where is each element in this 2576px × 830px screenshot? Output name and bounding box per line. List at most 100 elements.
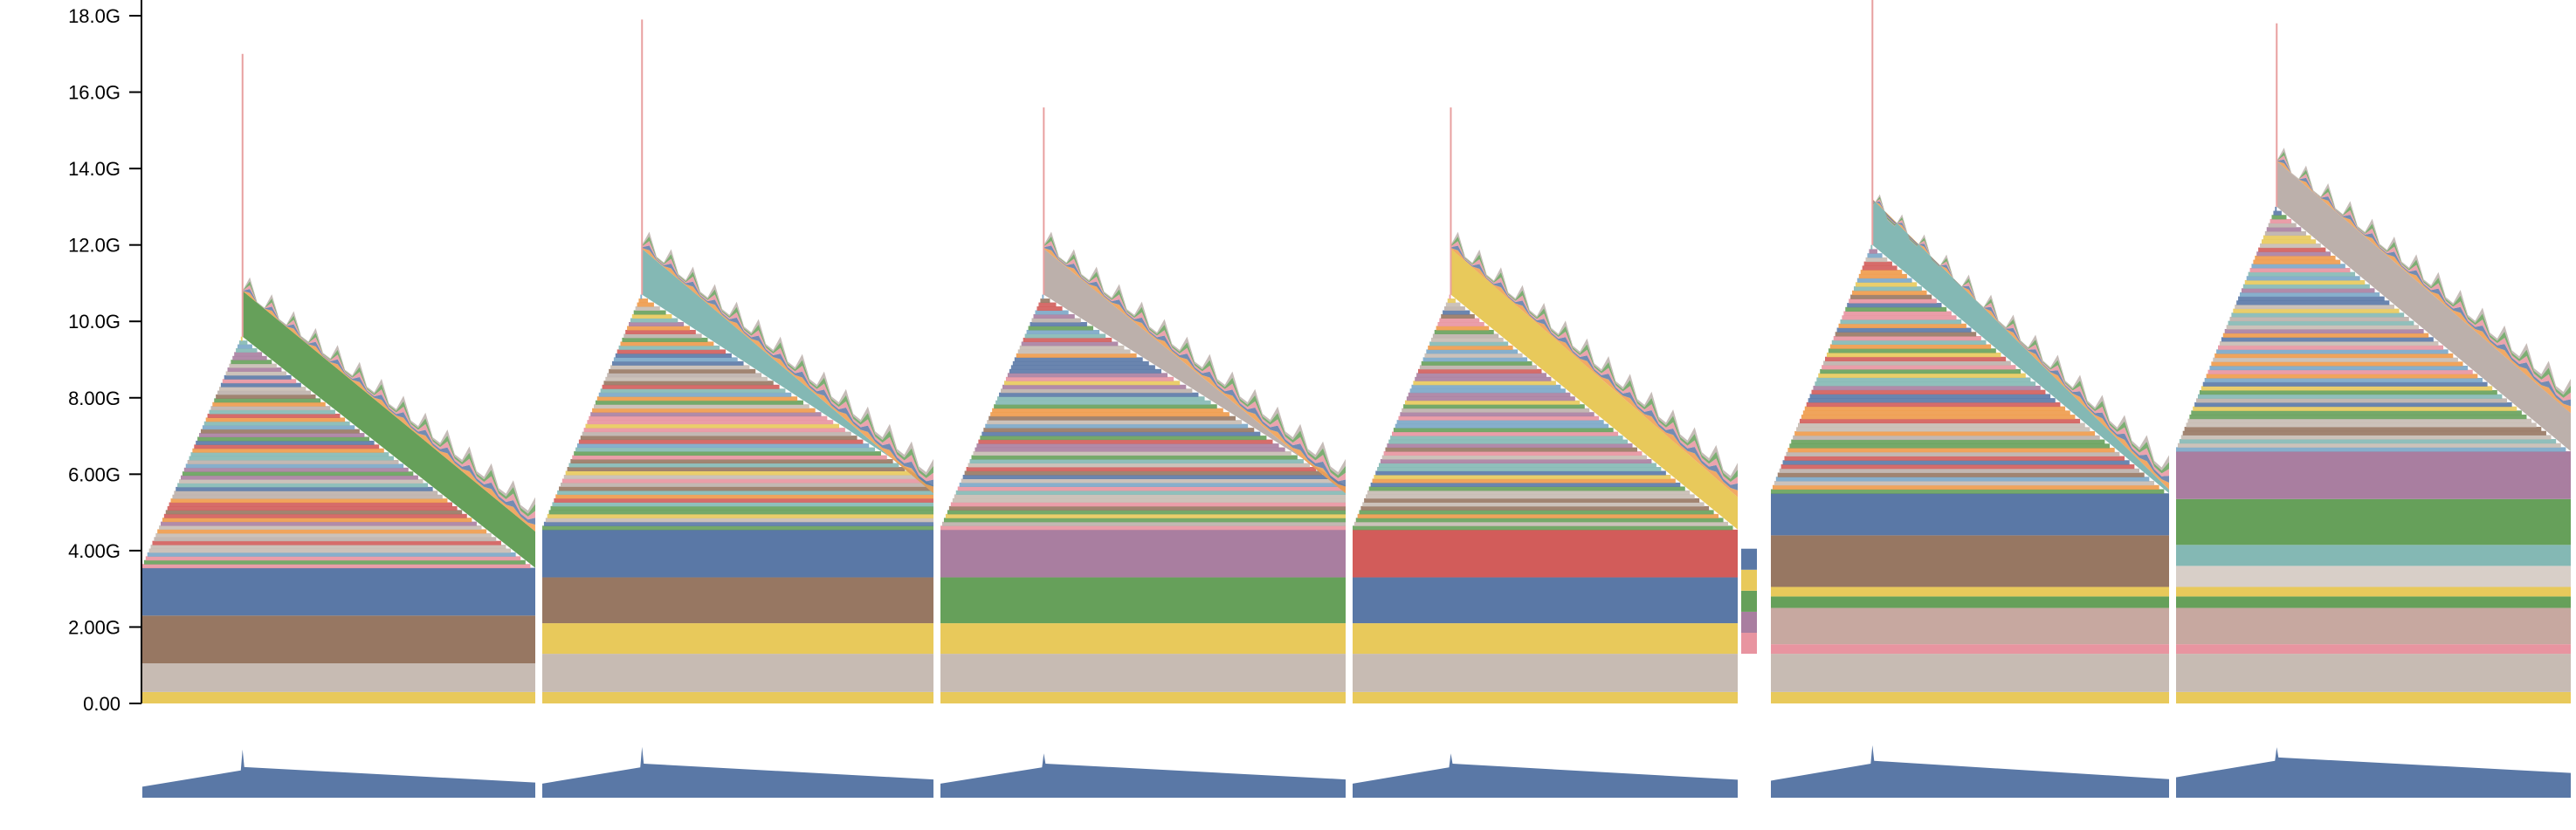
segment-4-layer-43 xyxy=(1422,357,1528,362)
segment-5-tail-layer-0 xyxy=(1872,199,2169,490)
segment-3-layer-20 xyxy=(975,447,1285,452)
segment-5 xyxy=(1771,0,2169,703)
segment-1-layer-5 xyxy=(150,545,506,550)
segment-2-layer-36 xyxy=(602,384,780,389)
segment-5-layer-23 xyxy=(1809,394,2051,399)
segment-5-base-band-0 xyxy=(1771,691,2169,703)
segment-5-layer-20 xyxy=(1804,406,2066,411)
segment-4-layer-24 xyxy=(1391,431,1619,436)
segment-6-layer-36 xyxy=(2236,300,2390,305)
segment-2-layer-11 xyxy=(560,482,929,487)
gap-band-2 xyxy=(1741,590,1757,612)
segment-2-layer-12 xyxy=(561,478,923,484)
segment-4-layer-2 xyxy=(1355,518,1724,523)
segment-3-layer-41 xyxy=(1010,365,1155,370)
segment-2-layer-13 xyxy=(563,474,917,479)
segment-6 xyxy=(2176,23,2571,703)
segment-2-layer-56 xyxy=(635,306,660,312)
overview-segment-4[interactable] xyxy=(1353,753,1738,798)
segment-1-layer-30 xyxy=(192,448,384,453)
segment-4-tail-layer-0 xyxy=(1450,248,1738,497)
segment-3-layer-48 xyxy=(1023,337,1112,342)
segment-3-layer-18 xyxy=(971,455,1298,460)
segment-2 xyxy=(542,19,933,703)
segment-6-layer-58 xyxy=(2273,210,2282,216)
segment-5-layer-7 xyxy=(1782,460,2130,465)
segment-5-layer-32 xyxy=(1825,356,2007,361)
overview-segment-3[interactable] xyxy=(940,753,1346,798)
segment-1-layer-7 xyxy=(154,537,497,542)
segment-6-layer-52 xyxy=(2263,235,2311,240)
segment-6-base-band-1 xyxy=(2176,654,2571,692)
overview-segment-5[interactable] xyxy=(1771,744,2169,798)
segment-6-layer-23 xyxy=(2214,353,2454,359)
overview-segment-1[interactable] xyxy=(142,749,535,798)
segment-3-tail-layer-0 xyxy=(1043,248,1346,494)
segment-6-layer-6 xyxy=(2186,422,2537,428)
segment-3 xyxy=(940,107,1346,703)
segment-1-layer-56 xyxy=(236,347,258,353)
segment-6-tail-layer-0 xyxy=(2276,161,2571,414)
segment-5-layer-12 xyxy=(1791,439,2105,444)
segment-4-layer-48 xyxy=(1430,337,1504,342)
segment-2-layer-17 xyxy=(570,459,893,464)
segment-4-layer-51 xyxy=(1436,326,1490,331)
segment-2-layer-5 xyxy=(550,505,933,511)
segment-1-layer-6 xyxy=(152,540,501,545)
segment-6-base-band-3 xyxy=(2176,607,2571,645)
segment-6-layer-2 xyxy=(2179,439,2557,444)
segment-2-base-band-1 xyxy=(542,654,933,692)
segment-3-base-band-4 xyxy=(940,529,1346,578)
segment-3-layer-51 xyxy=(1028,326,1094,331)
segment-3-layer-7 xyxy=(952,497,1346,503)
segment-2-layer-2 xyxy=(545,518,933,523)
segment-2-layer-23 xyxy=(580,436,858,441)
segment-3-layer-16 xyxy=(968,463,1311,468)
segment-4-layer-39 xyxy=(1416,373,1546,378)
segment-1-layer-52 xyxy=(229,363,277,368)
segment-2-layer-3 xyxy=(547,513,933,518)
segment-3-layer-22 xyxy=(978,439,1273,444)
segment-5-layer-11 xyxy=(1789,443,2111,449)
segment-2-layer-30 xyxy=(592,408,816,413)
segment-3-layer-45 xyxy=(1017,349,1131,354)
segment-5-layer-14 xyxy=(1794,431,2096,436)
segment-3-layer-6 xyxy=(950,502,1346,507)
segment-5-layer-24 xyxy=(1811,389,2046,394)
segment-3-layer-59 xyxy=(1042,294,1044,299)
segment-2-layer-25 xyxy=(583,428,845,433)
segment-1-layer-12 xyxy=(162,518,472,523)
segment-5-base-band-4 xyxy=(1771,596,2169,608)
segment-4-layer-50 xyxy=(1434,329,1494,334)
segment-4-layer-44 xyxy=(1424,353,1523,358)
segment-5-base-band-7 xyxy=(1771,493,2169,536)
segment-6-layer-35 xyxy=(2235,304,2394,310)
segment-4-layer-1 xyxy=(1353,521,1729,526)
segment-5-layer-55 xyxy=(1863,261,1892,266)
segment-5-layer-51 xyxy=(1856,278,1912,283)
segment-6-layer-39 xyxy=(2241,288,2375,293)
segment-5-base-band-5 xyxy=(1771,586,2169,597)
segment-1-layer-57 xyxy=(238,344,252,349)
segment-3-layer-13 xyxy=(962,474,1329,479)
segment-1-layer-8 xyxy=(155,532,492,538)
segment-1-layer-0 xyxy=(142,564,531,569)
segment-6-layer-8 xyxy=(2189,415,2527,420)
segment-2-layer-57 xyxy=(637,302,654,307)
segment-1-layer-19 xyxy=(174,490,438,496)
segment-2-layer-53 xyxy=(630,318,678,323)
segment-5-layer-50 xyxy=(1855,282,1918,287)
y-tick-label-4: 8.00G xyxy=(68,388,121,409)
segment-6-layer-19 xyxy=(2208,369,2473,374)
segment-4-layer-55 xyxy=(1443,310,1471,315)
segment-4-layer-27 xyxy=(1396,420,1604,425)
segment-4-layer-32 xyxy=(1404,400,1581,405)
segment-1-base-band-0 xyxy=(142,691,535,703)
segment-5-layer-40 xyxy=(1838,323,1966,329)
overview-strip[interactable] xyxy=(142,744,2571,798)
overview-segment-6[interactable] xyxy=(2176,747,2571,798)
overview-segment-2[interactable] xyxy=(542,746,933,798)
segment-2-layer-40 xyxy=(609,368,756,374)
segment-3-layer-14 xyxy=(964,470,1323,476)
segment-2-base-band-0 xyxy=(542,691,933,703)
